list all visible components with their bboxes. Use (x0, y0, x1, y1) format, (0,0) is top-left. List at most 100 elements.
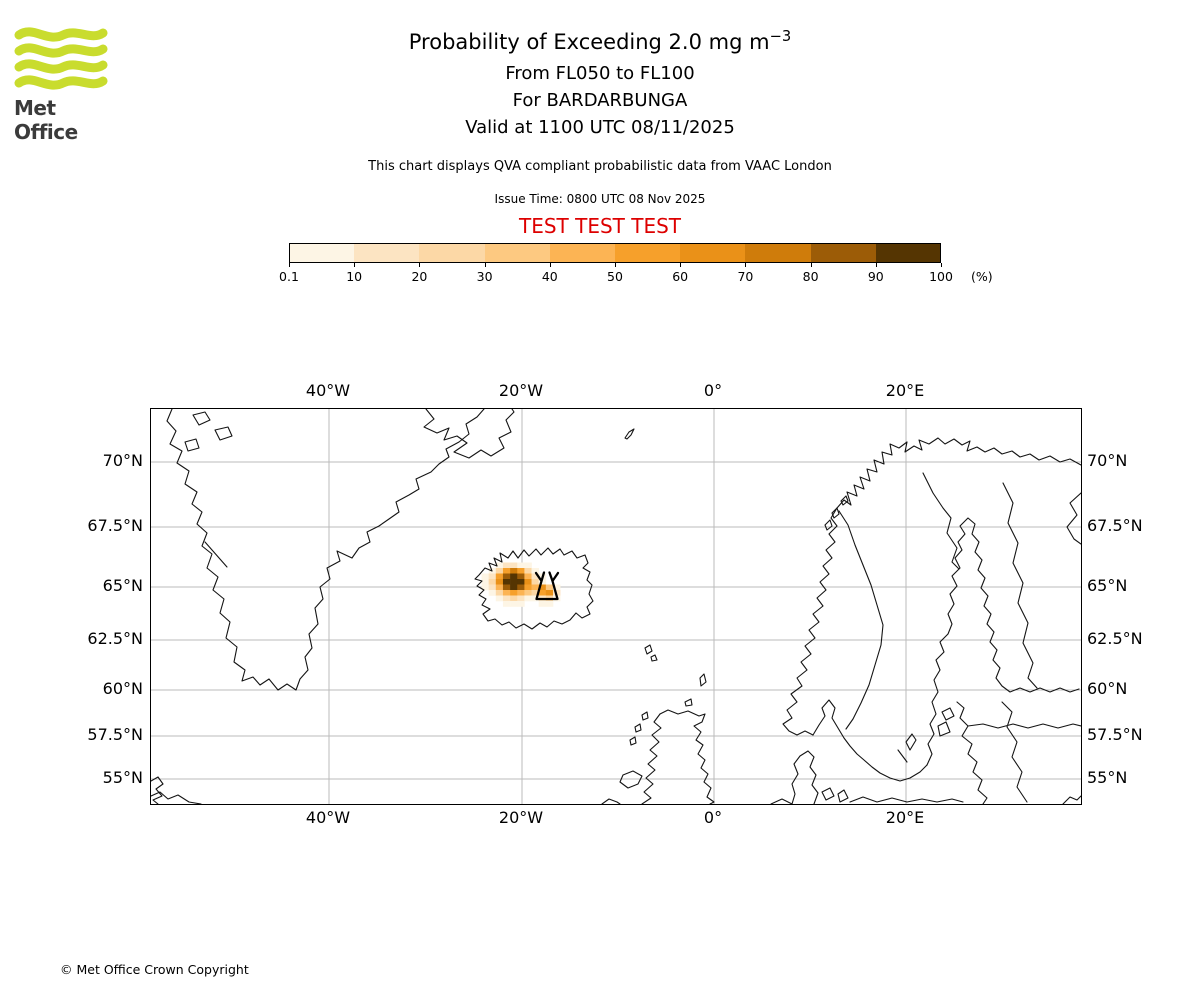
met-office-logo: Met Office (14, 26, 124, 144)
colorbar-tick (549, 263, 551, 267)
colorbar-tick (810, 263, 812, 267)
plume-cell (538, 601, 547, 607)
coastline-greenland-islands (184, 411, 233, 452)
map-canvas (151, 409, 1081, 804)
border-baltic-inland (967, 701, 1081, 803)
lat-label-left: 70°N (102, 451, 143, 470)
copyright-note: © Met Office Crown Copyright (60, 962, 249, 977)
colorbar-tick-label: 90 (867, 269, 884, 284)
colorbar-tick-label: 0.1 (279, 269, 299, 284)
qva-compliance-note: This chart displays QVA compliant probab… (368, 159, 832, 174)
coastline-faroe-islands (644, 644, 658, 662)
lat-label-right: 55°N (1087, 768, 1128, 787)
plume-cell (502, 573, 511, 580)
plume-cell (510, 568, 518, 574)
colorbar-segment (289, 243, 355, 263)
plume-cell (538, 584, 547, 591)
colorbar-tick (354, 263, 356, 267)
plume-cell (510, 562, 518, 569)
coastline-greenland-fjords (423, 409, 515, 459)
coastline-lofoten (824, 495, 849, 531)
plume-cell (481, 584, 489, 591)
colorbar-tick (875, 263, 877, 267)
plume-cell (531, 584, 539, 591)
plume-cell (495, 568, 504, 574)
colorbar-segment (875, 243, 942, 263)
colorbar-segment (615, 243, 681, 263)
plume-cell (510, 590, 518, 596)
plume-cell (517, 590, 525, 596)
plume-cell (524, 562, 532, 569)
lon-label-bottom: 0° (703, 808, 723, 827)
coastline-greenland-glacier (204, 541, 228, 568)
lon-label-top: 40°W (305, 381, 351, 400)
coastline-iceland (474, 547, 594, 630)
border-finland-russia (1002, 482, 1038, 689)
met-office-logo-text: Met Office (14, 96, 78, 144)
lat-label-right: 67.5°N (1087, 516, 1143, 535)
lat-label-left: 65°N (102, 576, 143, 595)
plume-cell (531, 579, 539, 585)
border-norway-sweden (838, 510, 884, 730)
colorbar-tick-label: 30 (476, 269, 493, 284)
plume-cell (495, 573, 504, 580)
plume-cell (510, 573, 518, 580)
colorbar-frame (289, 243, 941, 263)
probability-colorbar: 0.1 10 20 30 40 50 60 70 80 90 100 (%) (279, 243, 993, 293)
subtitle-volcano: For BARDARBUNGA (512, 90, 688, 111)
lat-label-right: 65°N (1087, 576, 1128, 595)
plume-cell (502, 579, 511, 585)
coastline-labrador (151, 776, 202, 804)
coastline-denmark (791, 750, 819, 804)
coastline-baltic-bothnia-finland (926, 517, 1080, 766)
plume-cell (517, 568, 525, 574)
colorbar-segment (745, 243, 812, 263)
plume-cell (510, 584, 518, 591)
lat-label-left: 60°N (102, 679, 143, 698)
plume-cell (495, 590, 504, 596)
plume-cell (553, 584, 561, 591)
coastline-shetland (684, 673, 707, 707)
plume-cell (488, 573, 497, 580)
colorbar-tick (289, 263, 290, 267)
lon-label-top: 20°E (885, 381, 925, 400)
plume-cell (531, 590, 539, 596)
lat-label-right: 62.5°N (1087, 629, 1143, 648)
coastline-gotland (897, 733, 917, 763)
colorbar-segment (549, 243, 616, 263)
plume-cell (524, 595, 532, 602)
coastline-northern-ireland (619, 770, 643, 789)
volcano-marker (534, 571, 560, 601)
lat-label-right: 60°N (1087, 679, 1128, 698)
coastline-south-baltic (770, 795, 1081, 804)
plume-cell (495, 595, 504, 602)
coastline-hebrides (629, 711, 649, 746)
plume-cell (517, 584, 525, 591)
chart-title: Probability of Exceeding 2.0 mg m−3 (0, 28, 1200, 54)
plume-cell (524, 568, 532, 574)
plume-cell (481, 579, 489, 585)
coastline-scotland-west (641, 713, 662, 804)
plume-cell (524, 579, 532, 585)
plume-cell (538, 590, 547, 596)
plume-cell (531, 595, 539, 602)
colorbar-segment (419, 243, 486, 263)
test-banner: TEST TEST TEST (518, 214, 681, 238)
plume-cell (531, 568, 539, 574)
coastline-jan-mayen (624, 428, 635, 440)
issue-time: Issue Time: 0800 UTC 08 Nov 2025 (494, 192, 706, 206)
plume-cell (488, 584, 497, 591)
plume-cell (517, 601, 525, 607)
colorbar-tick (484, 263, 486, 267)
plume-cell (502, 590, 511, 596)
plume-cell (545, 601, 554, 607)
border-finnmark (922, 472, 960, 570)
plume-cell (524, 590, 532, 596)
chart-title-exponent: −3 (769, 28, 792, 45)
latlon-gridlines (151, 409, 1081, 804)
colorbar-segment (810, 243, 877, 263)
coastline-baltic-states (956, 701, 988, 804)
plume-cell (488, 590, 497, 596)
plume-cell (524, 584, 532, 591)
plume-cell (495, 579, 504, 585)
